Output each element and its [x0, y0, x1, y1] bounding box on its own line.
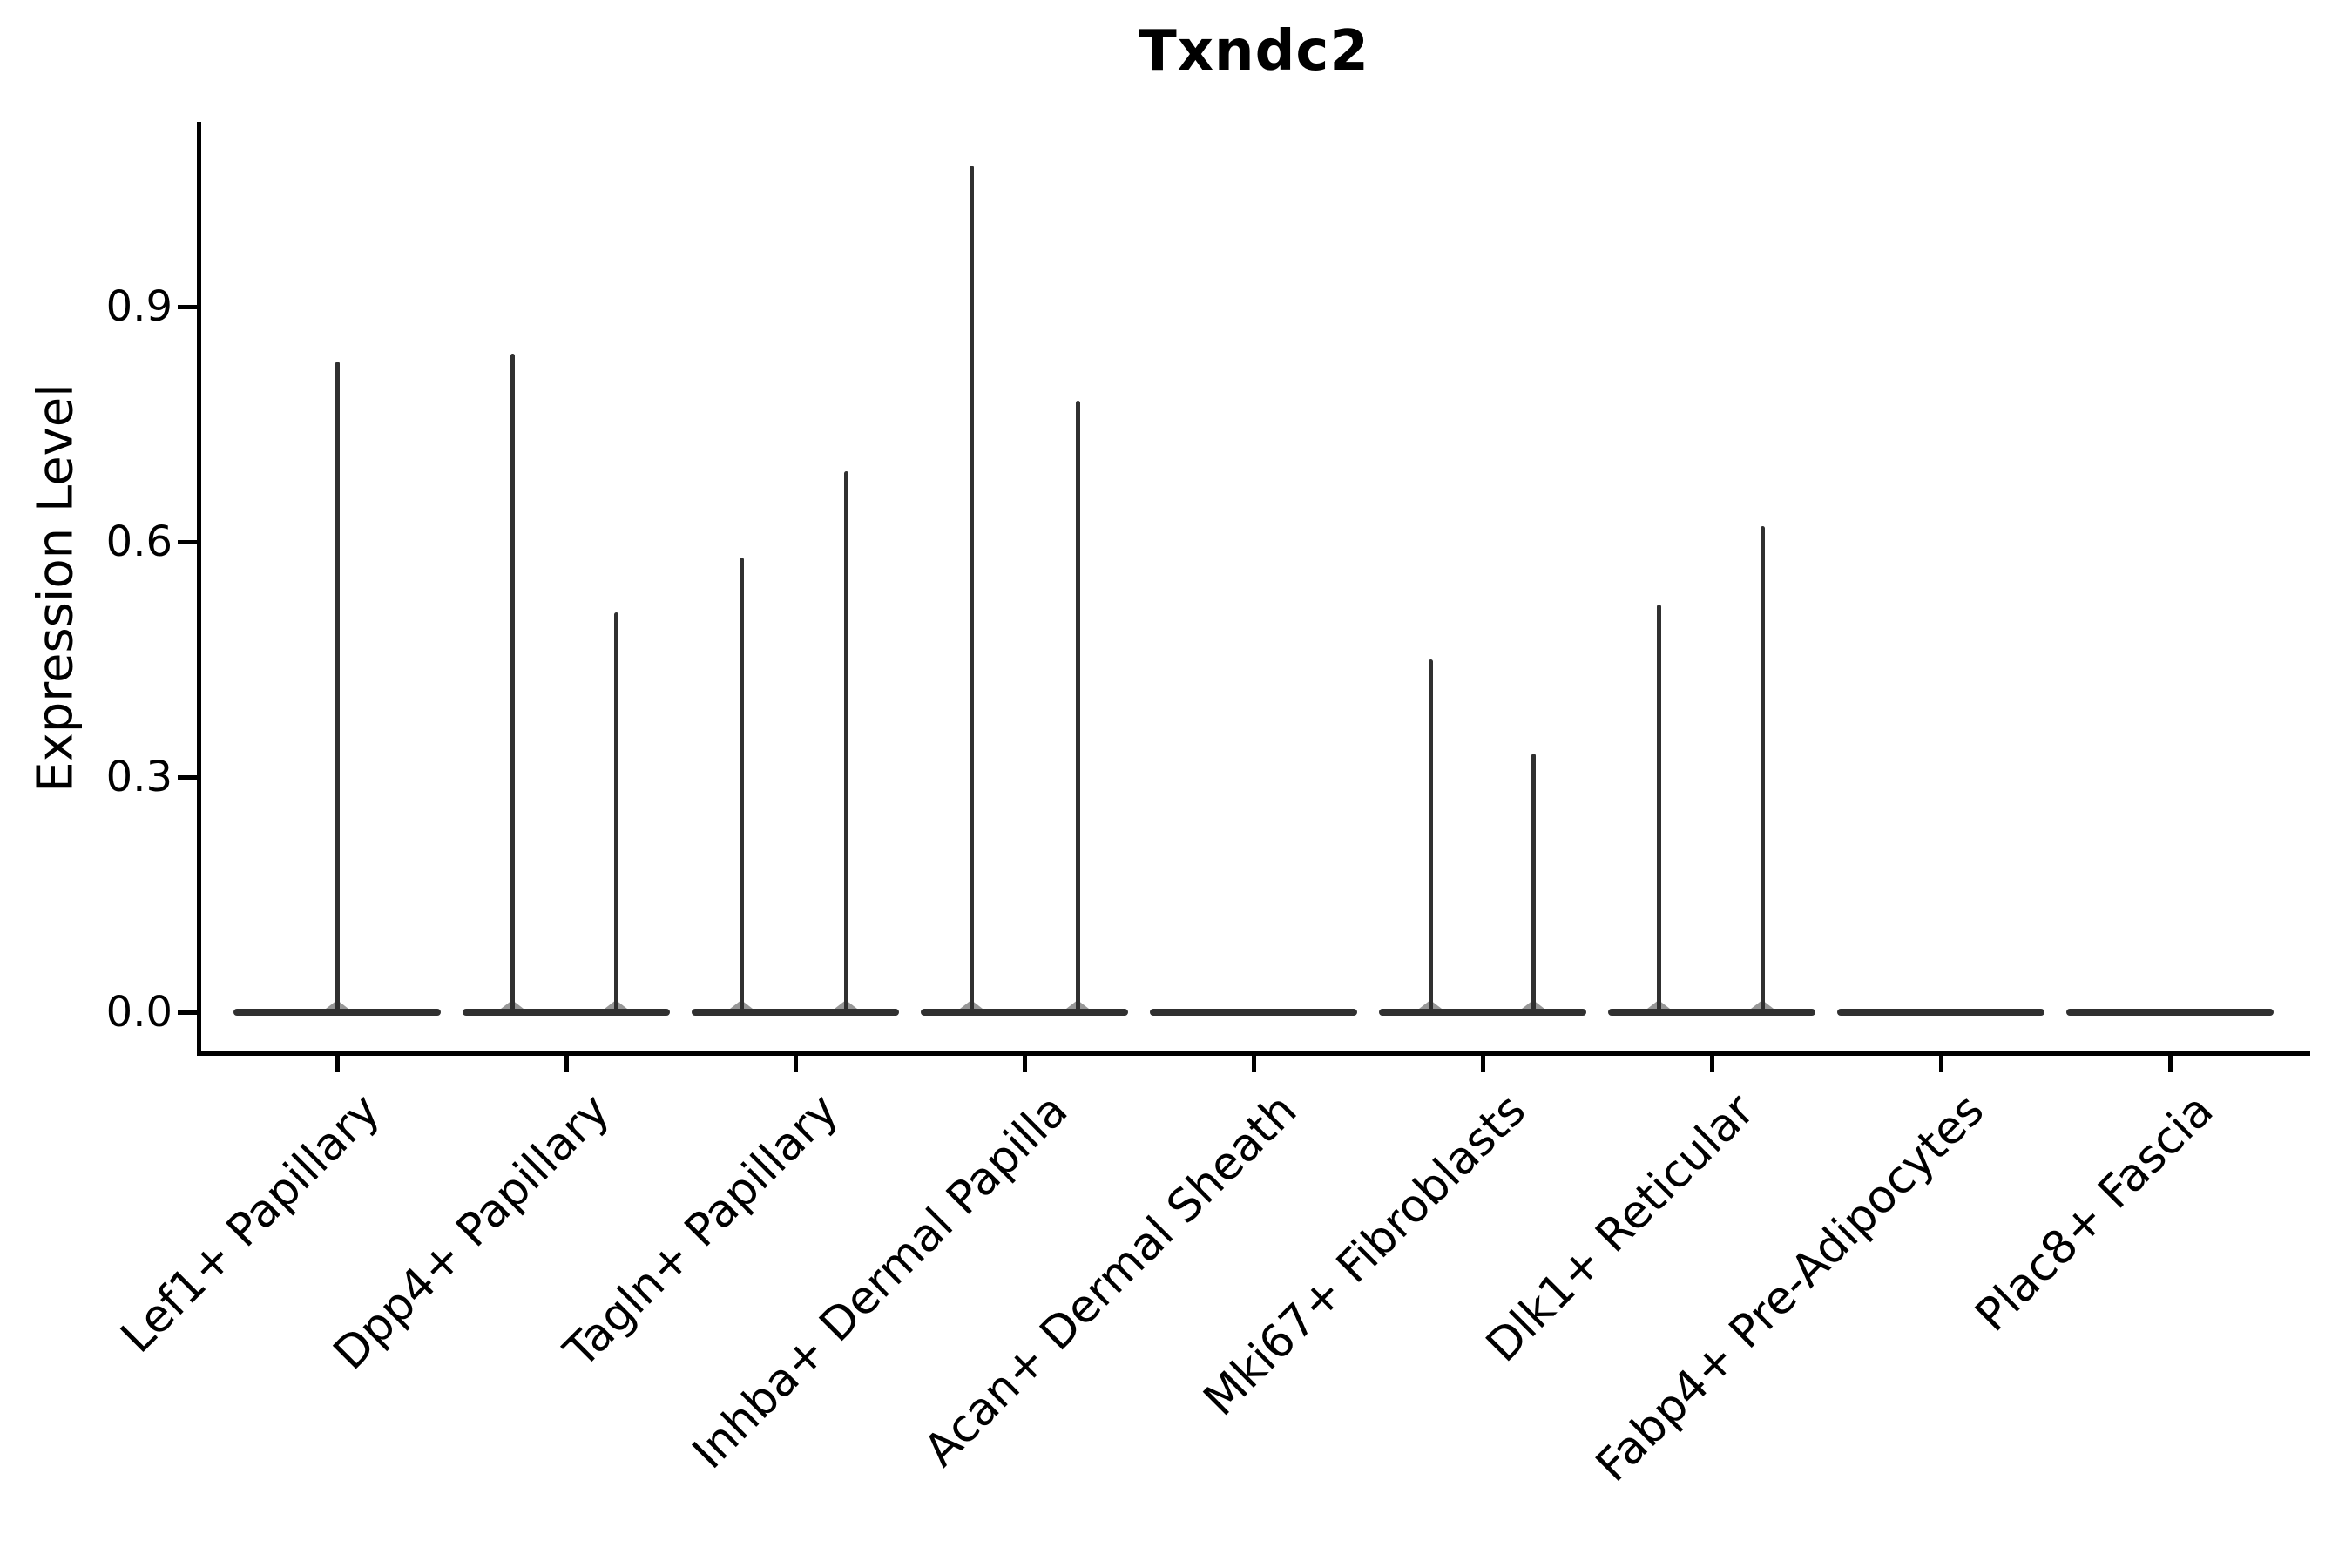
x-tick-label: Plac8+ Fascia: [1965, 1084, 2224, 1342]
x-tick-label: Fabp4+ Pre-Adipocytes: [1585, 1084, 1995, 1492]
y-tick-mark: [178, 539, 197, 544]
x-tick-mark: [2167, 1053, 2173, 1072]
y-tick-label: 0.3: [105, 753, 172, 801]
y-axis-line: [196, 122, 201, 1056]
violin-baseline: [1379, 1009, 1586, 1016]
violin-spike: [335, 362, 340, 1012]
x-tick-label: Acan+ Dermal Sheath: [914, 1084, 1308, 1477]
y-tick-mark: [178, 774, 197, 780]
violin-baseline: [1608, 1009, 1815, 1016]
x-tick-mark: [1251, 1053, 1256, 1072]
x-tick-mark: [1022, 1053, 1027, 1072]
y-tick-label: 0.9: [105, 282, 172, 331]
x-tick-label: Inhba+ Dermal Papilla: [682, 1084, 1078, 1480]
violin-spike: [843, 471, 848, 1012]
violin-baseline: [692, 1009, 899, 1016]
y-tick-mark: [178, 1010, 197, 1015]
x-tick-mark: [793, 1053, 798, 1072]
violin-spike: [1428, 659, 1433, 1012]
y-axis-label: Expression Level: [27, 383, 84, 793]
y-tick-label: 0.0: [105, 988, 172, 1037]
violin-spike: [510, 354, 515, 1012]
violin-baseline: [2066, 1009, 2274, 1016]
violin-spike: [1075, 401, 1080, 1012]
y-tick-mark: [178, 304, 197, 309]
violin-baseline: [1837, 1009, 2044, 1016]
violin-baseline: [463, 1009, 670, 1016]
violin-spike: [613, 612, 618, 1012]
x-tick-mark: [335, 1053, 340, 1072]
x-tick-mark: [564, 1053, 569, 1072]
violin-spike: [1760, 526, 1765, 1012]
chart-title: Txndc2: [1139, 19, 1369, 84]
y-tick-label: 0.6: [105, 517, 172, 566]
violin-spike: [739, 558, 744, 1012]
violin-spike: [1656, 605, 1661, 1012]
x-tick-mark: [1938, 1053, 1943, 1072]
x-tick-mark: [1709, 1053, 1714, 1072]
x-tick-mark: [1480, 1053, 1485, 1072]
violin-baseline: [1150, 1009, 1357, 1016]
violin-baseline: [233, 1009, 441, 1016]
violin-baseline: [921, 1009, 1128, 1016]
violin-spike: [969, 166, 974, 1012]
violin-spike: [1531, 754, 1536, 1012]
